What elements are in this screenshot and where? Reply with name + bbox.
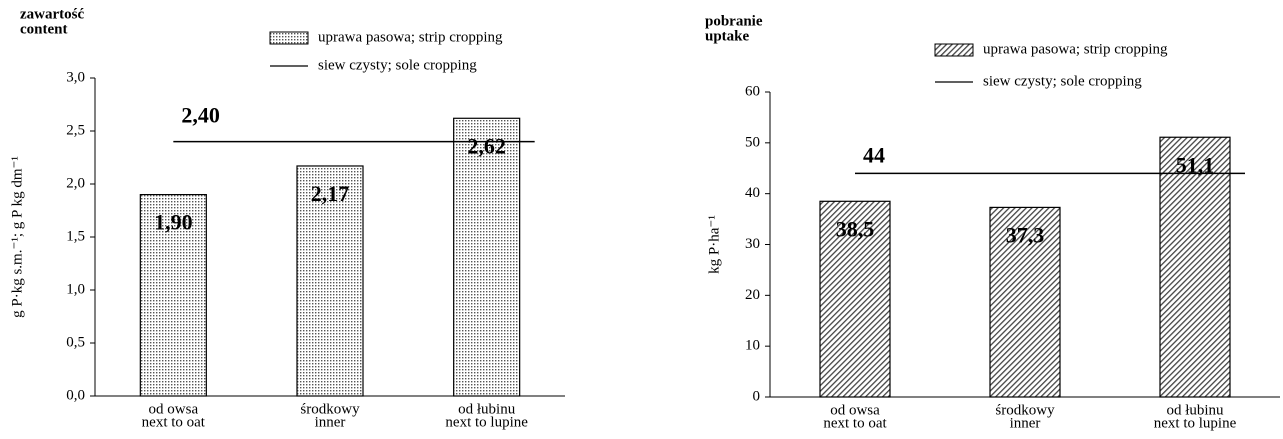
chart-title: zawartość <box>20 6 84 22</box>
x-tick-label: środkowy <box>300 401 360 417</box>
legend-label: uprawa pasowa; strip cropping <box>983 41 1168 57</box>
y-axis-label: kg P·ha⁻¹ <box>706 215 722 274</box>
value-label: 37,3 <box>1006 222 1045 247</box>
chart-title: pobranie <box>705 13 763 29</box>
x-tick-label: od owsa <box>830 402 880 418</box>
bar <box>139 194 207 397</box>
value-label: 2,40 <box>181 103 220 128</box>
y-tick-label: 1,0 <box>66 281 85 297</box>
chart-title: uptake <box>705 28 750 44</box>
x-tick-label: od owsa <box>149 401 199 417</box>
y-tick-label: 2,0 <box>66 175 85 191</box>
bar <box>1159 136 1231 398</box>
y-tick-label: 40 <box>745 185 760 201</box>
y-tick-label: 0,5 <box>66 334 85 350</box>
y-axis-label: g P·kg s.m.⁻¹; g P kg dm⁻¹ <box>9 156 25 318</box>
y-tick-label: 10 <box>745 338 760 354</box>
value-label: 44 <box>863 142 885 167</box>
chart-title: content <box>20 21 68 37</box>
y-tick-label: 0,0 <box>66 387 85 403</box>
x-tick-label: next to oat <box>823 415 887 431</box>
x-tick-label: next to lupine <box>1154 415 1237 431</box>
y-tick-label: 1,5 <box>66 228 85 244</box>
x-tick-label: next to oat <box>142 414 206 430</box>
y-tick-label: 3,0 <box>66 69 85 85</box>
bar <box>296 165 364 397</box>
x-tick-label: inner <box>315 414 346 430</box>
bar <box>819 200 891 398</box>
value-label: 2,17 <box>311 181 350 206</box>
value-label: 38,5 <box>836 216 875 241</box>
legend-swatch <box>269 31 309 45</box>
x-tick-label: od łubinu <box>458 401 516 417</box>
legend-swatch <box>934 43 974 57</box>
y-tick-label: 50 <box>745 134 760 150</box>
bar <box>453 117 521 397</box>
legend-label: uprawa pasowa; strip cropping <box>318 29 503 45</box>
x-tick-label: inner <box>1010 415 1041 431</box>
y-tick-label: 2,5 <box>66 122 85 138</box>
legend-label: siew czysty; sole cropping <box>983 73 1142 89</box>
y-tick-label: 20 <box>745 287 760 303</box>
x-tick-label: od łubinu <box>1166 402 1224 418</box>
y-tick-label: 0 <box>753 388 761 404</box>
value-label: 1,90 <box>154 210 193 235</box>
legend-label: siew czysty; sole cropping <box>318 57 477 73</box>
value-label: 2,62 <box>467 133 506 158</box>
y-tick-label: 30 <box>745 236 760 252</box>
y-tick-label: 60 <box>745 83 760 99</box>
x-tick-label: środkowy <box>995 402 1055 418</box>
x-tick-label: next to lupine <box>445 414 528 430</box>
bar <box>989 206 1061 398</box>
